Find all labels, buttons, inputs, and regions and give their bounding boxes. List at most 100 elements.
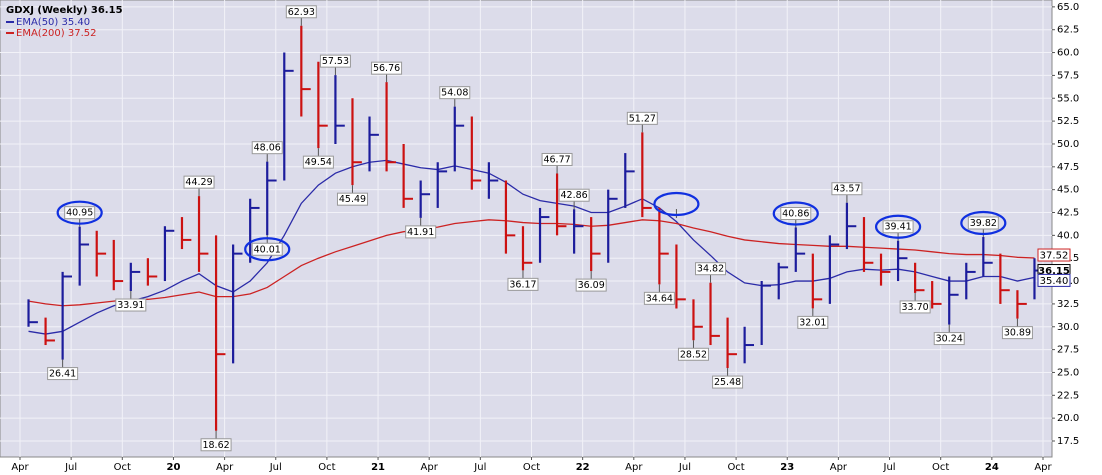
last-value-box (1037, 248, 1071, 262)
annotation-box (251, 141, 283, 155)
annotation-label: 30.24 (936, 334, 963, 345)
annotation-label: 36.09 (578, 280, 605, 291)
y-tick-label: 57.5 (1057, 70, 1079, 81)
x-tick-label: 23 (780, 462, 794, 473)
annotation-box (677, 347, 709, 361)
y-tick-label: 50.0 (1057, 139, 1079, 150)
annotation-box (115, 298, 147, 312)
x-tick-label: Jul (473, 462, 486, 473)
annotation-label: 39.82 (970, 218, 997, 229)
annotation-label: 62.93 (288, 7, 315, 18)
annotation-label: 30.89 (1004, 328, 1031, 339)
annotation-label: 34.82 (697, 264, 724, 275)
annotation-label: 28.52 (680, 349, 707, 360)
y-tick-label: 22.5 (1057, 390, 1079, 401)
legend-last: 37.52 (68, 28, 97, 39)
annotation-label: 25.48 (714, 377, 741, 388)
annotation-box (643, 291, 675, 305)
annotation-label: 49.54 (305, 157, 332, 168)
annotation-label: 45.49 (339, 194, 366, 205)
annotation-box (336, 192, 368, 206)
annotation-label: 40.95 (66, 208, 93, 219)
annotation-circle (653, 191, 700, 217)
annotation-box (899, 300, 931, 314)
legend-name: EMA(200) (16, 28, 65, 39)
annotation-label: 54.08 (441, 88, 468, 99)
y-tick-label: 62.5 (1057, 25, 1079, 36)
annotation-label: 33.70 (902, 302, 929, 313)
legend-last: 35.40 (62, 17, 91, 28)
annotation-box (47, 367, 79, 381)
annotation-label: 39.41 (884, 222, 911, 233)
legend-price: GDXJ (Weekly) 36.15 (6, 5, 123, 16)
annotation-label: 40.86 (782, 208, 809, 219)
y-tick-label: 47.5 (1057, 162, 1079, 173)
annotation-circle (960, 210, 1007, 236)
annotation-box (200, 438, 232, 452)
annotation-box (302, 155, 334, 169)
annotation-box (405, 225, 437, 239)
x-tick-label: Apr (216, 462, 234, 473)
x-tick-label: 21 (371, 462, 385, 473)
legend-price-last: 36.15 (91, 5, 123, 16)
y-tick-label: 27.5 (1057, 345, 1079, 356)
annotation-circle (56, 200, 103, 225)
annotation-box (575, 278, 607, 292)
y-tick-label: 65.0 (1057, 2, 1079, 13)
annotation-box (64, 206, 96, 220)
x-tick-label: 24 (985, 462, 999, 473)
x-tick-label: Apr (1034, 462, 1052, 473)
annotation-circle (772, 201, 819, 226)
annotation-label: 46.77 (543, 154, 570, 165)
x-tick-label: Apr (830, 462, 848, 473)
annotation-label: 56.76 (373, 63, 400, 74)
annotation-label: 34.64 (646, 293, 673, 304)
y-tick-label: 52.5 (1057, 116, 1079, 127)
x-tick-label: Jul (64, 462, 77, 473)
y-tick-label: 42.5 (1057, 208, 1079, 219)
x-tick-label: Apr (625, 462, 643, 473)
annotation-circle (874, 214, 922, 239)
last-value-label: 36.15 (1038, 266, 1070, 277)
annotation-label: 36.17 (509, 279, 536, 290)
legend-ema200: EMA(200) 37.52 (16, 28, 97, 39)
legend-price-name: GDXJ (Weekly) (6, 5, 87, 16)
annotation-box (695, 262, 727, 276)
annotation-box (933, 332, 965, 346)
last-value-label: 37.52 (1040, 251, 1069, 262)
x-tick-label: Oct (523, 462, 540, 473)
last-value-box (1037, 273, 1071, 287)
annotation-label: 42.86 (561, 190, 588, 201)
annotation-box (285, 5, 317, 19)
annotation-box (251, 242, 283, 256)
annotation-label: 33.91 (117, 300, 144, 311)
annotation-box (507, 277, 539, 291)
annotation-box (319, 54, 351, 68)
ema-line (28, 219, 1035, 307)
annotation-label: 48.06 (254, 143, 281, 154)
x-tick-label: Oct (318, 462, 335, 473)
annotation-label: 44.29 (185, 177, 212, 188)
x-tick-label: Jul (883, 462, 896, 473)
legend-name: EMA(50) (16, 17, 58, 28)
ema-line (28, 159, 1035, 335)
y-tick-label: 25.0 (1057, 367, 1079, 378)
y-tick-label: 32.5 (1057, 299, 1079, 310)
x-tick-label: Apr (421, 462, 439, 473)
y-tick-label: 20.0 (1057, 413, 1079, 424)
last-value-label: 35.40 (1040, 276, 1069, 287)
x-tick-label: Apr (11, 462, 29, 473)
annotation-box (831, 182, 863, 196)
y-tick-label: 17.5 (1057, 436, 1079, 447)
legend: GDXJ (Weekly) 36.15 EMA(50) 35.40 EMA(20… (6, 5, 123, 39)
annotation-label: 51.27 (629, 113, 656, 124)
x-tick-label: Oct (114, 462, 131, 473)
annotation-label: 41.91 (407, 227, 434, 238)
annotation-box (183, 175, 215, 189)
annotation-circle (244, 237, 291, 262)
y-tick-label: 55.0 (1057, 93, 1079, 104)
annotation-box (439, 86, 471, 100)
annotation-box (780, 206, 812, 220)
annotation-box (967, 216, 999, 230)
annotation-box (541, 152, 573, 166)
